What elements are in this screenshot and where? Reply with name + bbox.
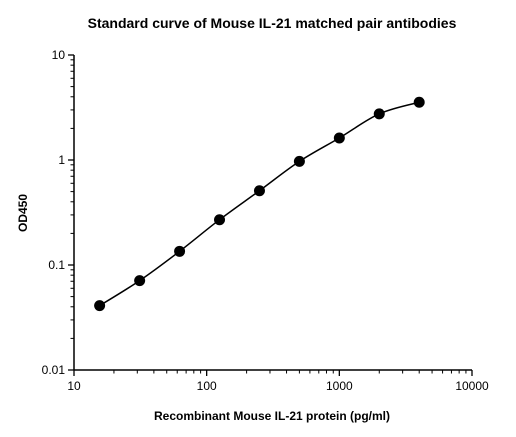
data-point: [413, 96, 425, 108]
data-point: [134, 275, 146, 287]
data-point: [253, 185, 265, 197]
data-point: [293, 155, 305, 167]
y-tick-label: 10: [52, 48, 66, 62]
axes: 10 100 1000 10000 0.01 0.1 1 10: [42, 48, 489, 393]
y-tick-label: 0.1: [48, 258, 65, 272]
data-point: [333, 132, 345, 144]
x-tick-label: 1000: [326, 379, 353, 393]
data-point: [373, 108, 385, 120]
x-tick-label: 100: [197, 379, 217, 393]
x-axis-label: Recombinant Mouse IL-21 protein (pg/ml): [154, 409, 390, 423]
x-tick-label: 10000: [455, 379, 489, 393]
data-point: [174, 245, 186, 257]
data-point: [214, 214, 226, 226]
data-points: [94, 96, 425, 312]
fit-curve-group: [99, 101, 420, 307]
y-tick-label: 1: [58, 153, 65, 167]
y-tick-label: 0.01: [42, 363, 66, 377]
y-axis-label: OD450: [16, 194, 30, 232]
fit-curve: [99, 101, 420, 307]
data-point: [94, 300, 106, 312]
chart-title: Standard curve of Mouse IL-21 matched pa…: [88, 15, 457, 31]
x-tick-label: 10: [67, 379, 81, 393]
